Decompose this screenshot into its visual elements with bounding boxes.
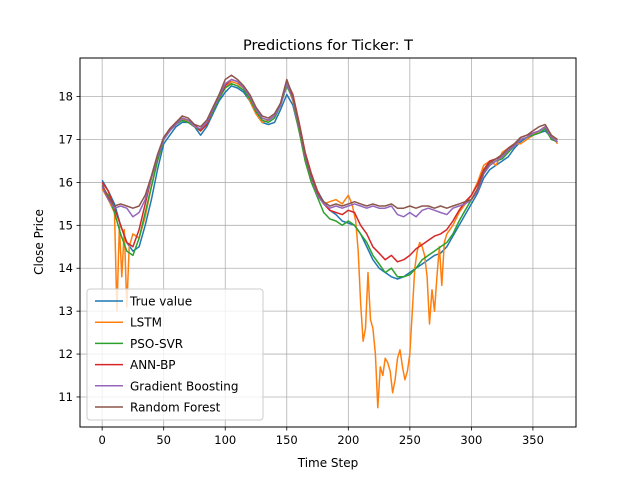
series-line-random-forest <box>101 74 558 209</box>
x-tick-label: 200 <box>337 433 359 447</box>
x-tick-label: 50 <box>156 433 171 447</box>
y-tick-label: 17 <box>58 133 73 147</box>
x-axis-ticks: 0 50 100 150 200 250 300 350 <box>98 427 544 447</box>
legend-label-pso-svr: PSO-SVR <box>130 337 183 351</box>
y-tick-label: 14 <box>58 261 73 275</box>
legend-label-gradient-boosting: Gradient Boosting <box>130 379 238 393</box>
y-axis-ticks: 11 12 13 14 15 16 17 18 <box>58 90 80 404</box>
legend-box <box>86 288 264 421</box>
y-tick-label: 15 <box>58 218 73 232</box>
chart-title: Predictions for Ticker: T <box>243 38 413 54</box>
series-lines <box>101 74 559 409</box>
y-tick-label: 18 <box>58 90 73 104</box>
legend-label-lstm: LSTM <box>130 316 162 330</box>
y-tick-label: 16 <box>58 175 73 189</box>
x-tick-label: 150 <box>276 433 298 447</box>
x-tick-label: 350 <box>522 433 544 447</box>
y-axis-label: Close Price <box>32 209 46 275</box>
y-tick-label: 13 <box>58 304 73 318</box>
legend: True value LSTM PSO-SVR ANN-BP Gradient Boos… <box>86 288 264 421</box>
legend-label-true-value: True value <box>129 295 192 309</box>
legend-label-random-forest: Random Forest <box>130 401 221 415</box>
y-tick-label: 12 <box>58 347 73 361</box>
plot-frame <box>79 57 577 428</box>
x-tick-label: 100 <box>214 433 236 447</box>
x-tick-label: 300 <box>460 433 482 447</box>
y-tick-label: 11 <box>58 390 73 404</box>
x-axis-label: Time Step <box>297 456 359 470</box>
legend-label-ann-bp: ANN-BP <box>130 358 176 372</box>
x-tick-label: 0 <box>98 433 105 447</box>
x-tick-label: 250 <box>399 433 421 447</box>
